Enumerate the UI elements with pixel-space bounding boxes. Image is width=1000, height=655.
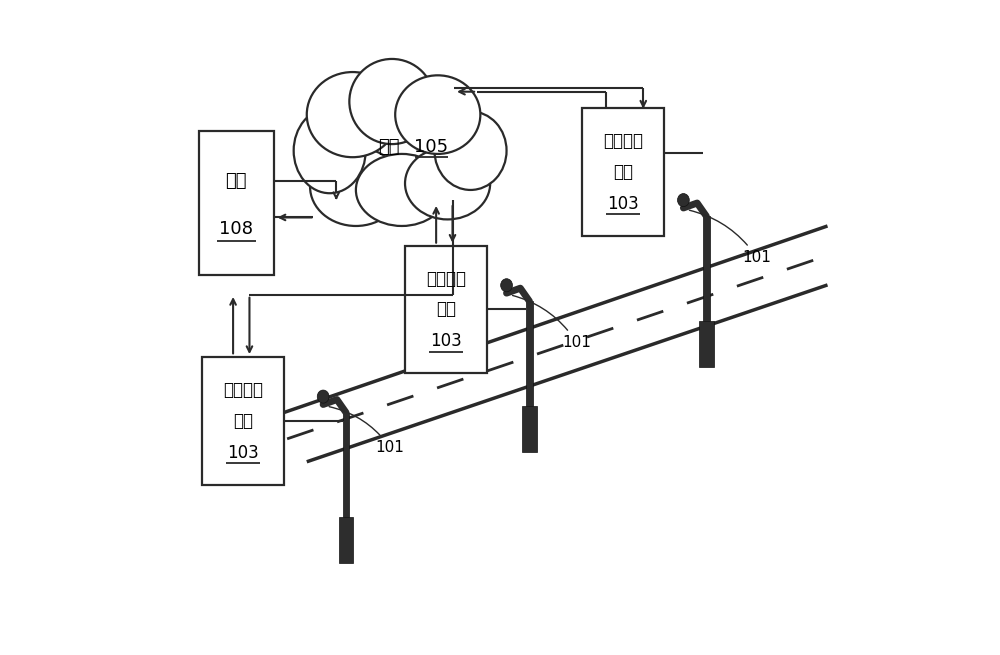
Ellipse shape	[310, 147, 402, 226]
Bar	[526, 301, 533, 406]
Bar	[343, 413, 349, 517]
Ellipse shape	[395, 75, 480, 154]
Text: 网络: 网络	[378, 138, 399, 157]
Text: 系统: 系统	[233, 412, 253, 430]
Bar	[405, 246, 487, 373]
Bar	[703, 216, 710, 321]
Bar	[339, 517, 353, 563]
Text: 101: 101	[329, 407, 404, 455]
Bar	[202, 357, 284, 485]
Text: 103: 103	[607, 195, 639, 213]
Text: 103: 103	[430, 333, 462, 350]
Text: 108: 108	[219, 220, 253, 238]
Bar	[522, 406, 537, 452]
Bar	[199, 131, 274, 275]
Text: 103: 103	[227, 444, 259, 462]
Text: 101: 101	[513, 295, 591, 350]
Ellipse shape	[307, 72, 398, 157]
Ellipse shape	[294, 108, 366, 193]
Text: 系统: 系统	[613, 163, 633, 181]
Ellipse shape	[317, 390, 329, 403]
Ellipse shape	[501, 279, 512, 292]
Ellipse shape	[405, 147, 490, 219]
Ellipse shape	[435, 111, 507, 190]
Text: 紧急支持: 紧急支持	[223, 381, 263, 399]
Ellipse shape	[349, 59, 434, 144]
Text: 紧急支持: 紧急支持	[426, 270, 466, 288]
Bar	[582, 108, 664, 236]
Text: 105: 105	[414, 138, 448, 157]
Text: 基站: 基站	[226, 172, 247, 191]
Ellipse shape	[356, 154, 448, 226]
Ellipse shape	[297, 92, 493, 210]
Text: 系统: 系统	[436, 301, 456, 318]
Text: 101: 101	[689, 210, 771, 265]
Bar	[699, 321, 714, 367]
Text: 紧急支持: 紧急支持	[603, 132, 643, 150]
Ellipse shape	[678, 194, 689, 207]
